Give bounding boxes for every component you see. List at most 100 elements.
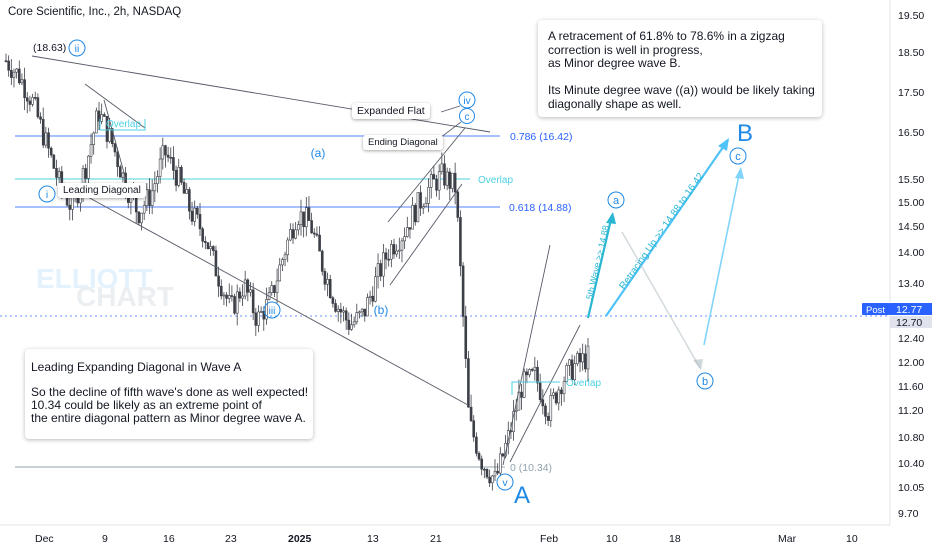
candle-body: [230, 295, 234, 297]
candle-body: [390, 244, 393, 260]
candle-body: [108, 128, 111, 142]
x-tick-label: 13: [367, 533, 379, 545]
candle-body: [201, 228, 204, 242]
candle-body: [371, 295, 375, 302]
candle-body: [103, 114, 106, 117]
projection-paths: [586, 139, 741, 369]
candle-body: [581, 353, 584, 363]
candle-body: [193, 207, 196, 222]
candle-body: [211, 246, 215, 251]
wave-label-v-text: v: [502, 477, 508, 489]
candle-body: [459, 217, 462, 267]
candle-body: [488, 476, 491, 484]
candle-body: [429, 174, 433, 188]
y-tick-label: 15.50: [898, 174, 924, 186]
price-badge-2-text: 12.70: [896, 317, 922, 329]
candle-body: [483, 468, 486, 471]
candle-body: [419, 192, 422, 209]
candle-body: [525, 371, 529, 376]
candle-body: [352, 321, 356, 326]
candle-body: [398, 249, 401, 252]
candle-body: [233, 296, 236, 314]
candle-body: [142, 205, 146, 214]
retracing-arrowhead: [718, 138, 729, 151]
candle-body: [55, 168, 58, 178]
candle-body: [305, 207, 308, 228]
candle-body: [204, 241, 207, 243]
candle-body: [235, 291, 239, 314]
candle-body: [299, 211, 303, 225]
candle-body: [477, 452, 481, 460]
candle-body: [405, 227, 409, 237]
candle-body: [150, 190, 154, 206]
post-badge-label: Post: [866, 305, 885, 316]
candle-body: [400, 240, 404, 251]
candle-body: [222, 294, 226, 297]
y-axis-labels: 19.50 18.50 17.50 16.50 15.50 15.00 14.5…: [898, 10, 924, 520]
y-tick-label: 19.50: [898, 10, 924, 22]
candle-body: [209, 246, 212, 250]
candle-body: [533, 366, 537, 371]
y-tick-label: 12.00: [898, 357, 924, 369]
candle-body: [137, 211, 141, 224]
x-axis-labels: Dec 9 16 23 2025 13 21 Feb 10 18 Mar 10: [35, 533, 858, 545]
candle-body: [89, 144, 93, 157]
x-tick-label: 2025: [288, 533, 312, 545]
candle-body: [156, 176, 159, 185]
candle-body: [41, 119, 45, 146]
candle-body: [560, 389, 563, 395]
candle-body: [554, 392, 558, 404]
candle-body: [469, 406, 473, 422]
candle-body: [421, 206, 425, 209]
candle-body: [100, 114, 103, 122]
candle-body: [427, 186, 430, 204]
candle-body: [185, 189, 189, 194]
leading-diagonal-upper-a: [84, 83, 146, 129]
candle-body: [443, 163, 446, 186]
candle-body: [188, 189, 191, 212]
x-tick-label: 21: [430, 533, 442, 545]
candle-body: [472, 420, 476, 438]
y-tick-label: 10.40: [898, 458, 924, 470]
candle-body: [84, 168, 88, 179]
candle-body: [238, 291, 242, 299]
candle-body: [265, 299, 268, 320]
candle-body: [456, 191, 460, 218]
leading-diagonal-label: Leading Diagonal: [58, 183, 146, 198]
zero-level-label: 0 (10.34): [510, 462, 552, 474]
candle-body: [246, 279, 250, 293]
fifth-wave-arrowhead: [606, 212, 616, 224]
candle-body: [350, 324, 353, 330]
candle-body: [68, 204, 72, 210]
overlap-label-1: Overlap: [106, 119, 141, 130]
candle-body: [318, 234, 321, 252]
candle-body: [44, 132, 48, 146]
candle-body: [214, 250, 218, 277]
candle-body: [166, 154, 170, 158]
wave-label-A: A: [514, 482, 530, 509]
candle-body: [445, 171, 449, 186]
candle-body: [289, 229, 292, 241]
candle-body: [403, 236, 406, 242]
candle-body: [320, 250, 324, 272]
wave-label-a-paren: (a): [311, 146, 326, 160]
wave-b-arrowhead: [693, 359, 703, 370]
overlap-markers: [99, 119, 560, 395]
ending-diagonal-upper: [387, 127, 466, 223]
candle-body: [387, 258, 390, 261]
candle-body: [315, 233, 319, 236]
leading-diagonal-lower-a: [103, 99, 127, 181]
candle-body: [562, 381, 566, 395]
candle-body: [95, 110, 98, 134]
candle-body: [475, 436, 478, 454]
wave-label-a: a: [607, 191, 625, 209]
candle-body: [225, 294, 228, 299]
candle-body: [87, 155, 90, 179]
candle-body: [196, 207, 199, 215]
wave-label-c-small: c: [459, 108, 475, 124]
candle-body: [310, 220, 313, 234]
wave-a-upper-line: [502, 244, 551, 466]
y-tick-label: 14.00: [898, 247, 924, 259]
fifth-wave-annotation: 5th Wave >> 14.88: [584, 224, 611, 300]
candle-body: [331, 297, 335, 304]
